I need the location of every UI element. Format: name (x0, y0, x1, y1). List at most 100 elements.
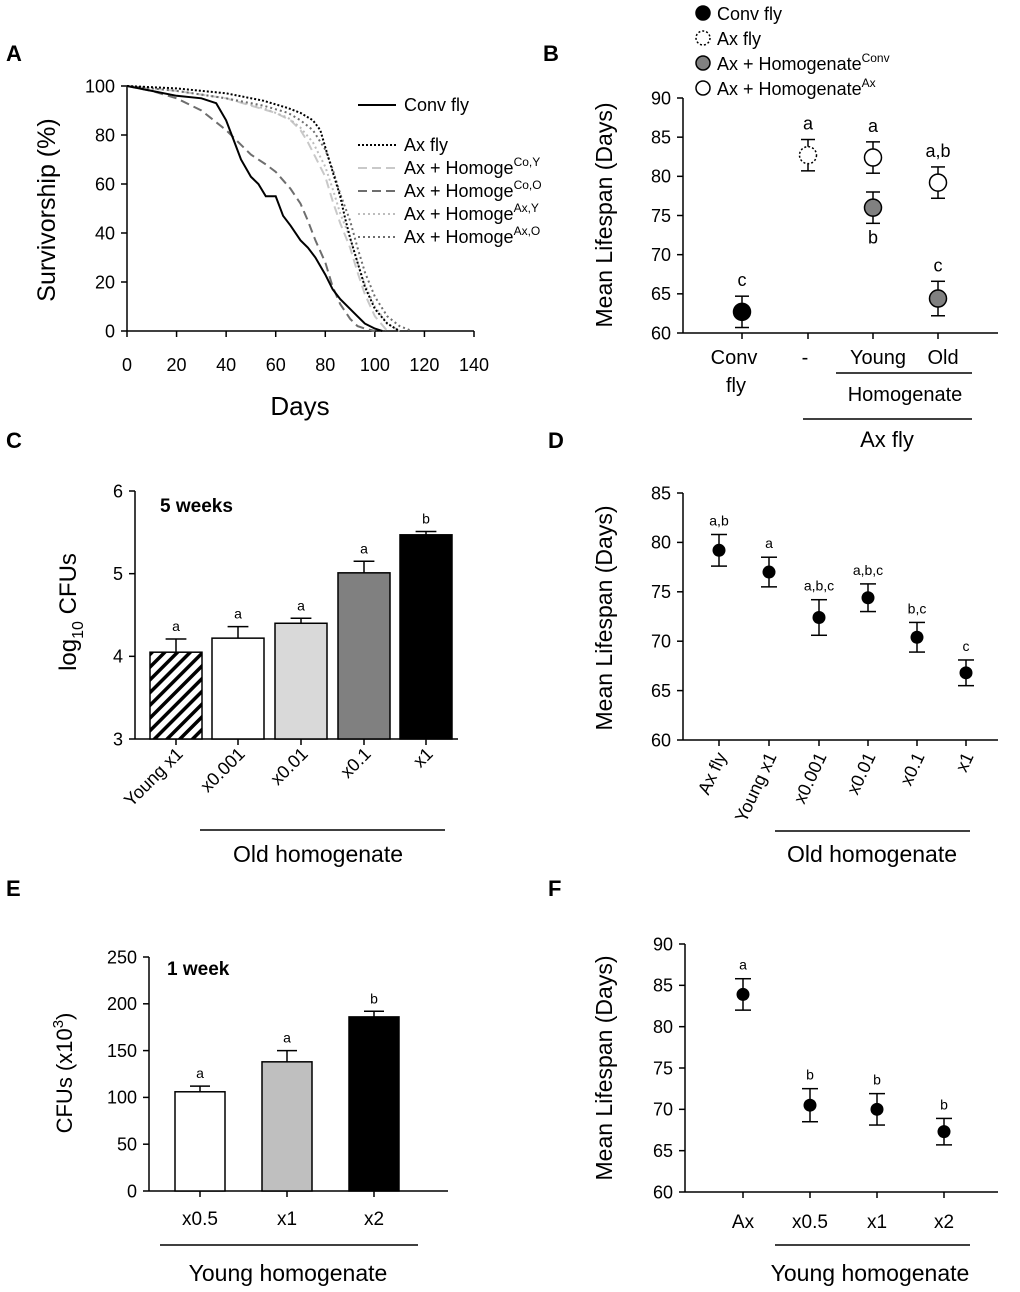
panel-c-significance-letter: a (297, 597, 305, 613)
panel-b-significance-letter: c (738, 270, 747, 290)
panel-f-y-tick-label: 70 (653, 1100, 673, 1120)
panel-d-x-tick-label: Young x1 (731, 749, 781, 825)
panel-letter-a: A (6, 41, 22, 66)
panel-a-x-tick-label: 40 (216, 355, 236, 375)
panel-d-point (762, 565, 776, 579)
panel-e-y-tick-label: 250 (107, 947, 137, 967)
panel-b-y-tick-label: 70 (651, 245, 671, 265)
panel-a-series-line (126, 85, 401, 332)
panel-c-significance-letter: a (360, 540, 368, 556)
panel-e-y-tick-label: 150 (107, 1041, 137, 1061)
panel-d-y-tick-label: 75 (651, 582, 671, 602)
panel-e-x-tick-label: x2 (364, 1209, 384, 1230)
panel-b-points: c a a b a,b c (732, 114, 951, 329)
panel-e-bar (174, 1091, 226, 1192)
panel-d-x-tick-label: x0.001 (790, 749, 831, 806)
panel-f-y-tick-label: 60 (653, 1182, 673, 1202)
panel-d-significance-letter: c (963, 638, 970, 654)
panel-b-xlabel-fly: fly (726, 375, 746, 397)
panel-d-y-label: Mean Lifespan (Days) (591, 506, 617, 731)
panel-a-y-tick-label: 60 (95, 174, 115, 194)
panel-b-legend-label: Ax + HomogenateAx (717, 76, 876, 99)
panel-f-lifespan-chart: 60 65 70 75 80 85 90 a Ax b x0.5 b x1 b x2 Mean Lifes… (591, 934, 998, 1286)
panel-a-x-tick-label: 0 (122, 355, 132, 375)
panel-a-x-tick-label: 120 (409, 355, 439, 375)
panel-b-xlabel-dash: - (802, 347, 809, 369)
panel-f-x-tick-label: Ax (732, 1212, 755, 1233)
panel-b-significance-letter: a (868, 116, 879, 136)
panel-b-y-tick-label: 75 (651, 206, 671, 226)
panel-d-x-tick-label: Ax fly (694, 749, 731, 797)
panel-d-point (959, 666, 973, 680)
panel-b-point (798, 145, 818, 165)
panel-a-legend-label: Ax + HomogeCo,O (404, 178, 542, 201)
panel-a-series-line (126, 85, 401, 332)
panel-d-y-ticks: 60 65 70 75 80 85 (651, 483, 683, 750)
panel-d-point (910, 630, 924, 644)
panel-a-x-tick-label: 140 (459, 355, 489, 375)
panel-d-significance-letter: a,b,c (853, 562, 883, 578)
panel-b-y-tick-label: 80 (651, 167, 671, 187)
panel-c-bars: a Young x1 a x0.001 a x0.01 a x0.1 b x1 (120, 511, 453, 810)
panel-f-significance-letter: b (940, 1096, 948, 1112)
panel-letters: A B C D E F (6, 41, 564, 901)
panel-b-y-ticks: 60 65 70 75 80 85 90 (651, 88, 683, 343)
panel-e-y-ticks: 0 50 100 150 200 250 (107, 947, 149, 1201)
panel-a-y-tick-label: 0 (105, 321, 115, 341)
panel-b-legend-marker (695, 80, 711, 96)
panel-b-point (863, 148, 883, 167)
panel-d-lifespan-chart: 60 65 70 75 80 85 a,b Ax fly a Young x1 a,b,c x0.0… (591, 483, 998, 867)
panel-d-group-label: Old homogenate (787, 841, 957, 867)
panel-a-legend-label: Ax fly (404, 135, 448, 155)
panel-f-significance-letter: b (873, 1072, 881, 1088)
panel-a-x-label: Days (270, 391, 329, 421)
panel-c-bar (274, 622, 328, 740)
panel-b-xlabel-old: Old (927, 347, 958, 369)
panel-d-y-tick-label: 60 (651, 730, 671, 750)
panel-f-y-label: Mean Lifespan (Days) (591, 956, 617, 1181)
panel-a-series-line (126, 85, 383, 332)
panel-a-series-line (126, 85, 413, 332)
panel-b-significance-letter: a (803, 114, 814, 134)
panel-f-x-tick-label: x1 (867, 1212, 887, 1233)
panel-a-x-tick-label: 100 (360, 355, 390, 375)
panel-b-legend-marker (695, 5, 711, 21)
panel-f-significance-letter: a (739, 957, 747, 973)
panel-c-cfu-bar-chart: 3 4 5 6 a Young x1 a x0.001 a x0.01 a x0.1 b x1 5 we… (55, 481, 458, 867)
panel-d-y-tick-label: 65 (651, 681, 671, 701)
panel-d-point (712, 543, 726, 557)
panel-b-point (928, 289, 948, 308)
panel-a-x-tick-label: 80 (315, 355, 335, 375)
panel-a-survival-chart: 0 20 40 60 80 100 0 20 40 60 80 100 120 140 Days Sur… (33, 76, 542, 421)
panel-c-group-label: Old homogenate (233, 841, 403, 867)
panel-a-legend-label: Ax + HomogeCo,Y (404, 155, 540, 178)
panel-f-point (736, 987, 750, 1001)
panel-c-x-tick-label: x0.01 (267, 744, 312, 789)
panel-e-y-tick-label: 200 (107, 994, 137, 1014)
panel-a-legend-label: Ax + HomogeAx,Y (404, 201, 539, 224)
panel-d-significance-letter: b,c (908, 600, 927, 616)
panel-b-legend-marker (695, 30, 711, 46)
panel-e-significance-letter: a (283, 1030, 291, 1046)
panel-e-bars: a x0.5 a x1 b x2 (174, 990, 400, 1230)
panel-b-y-tick-label: 85 (651, 127, 671, 147)
panel-c-significance-letter: a (234, 606, 242, 622)
panel-d-y-tick-label: 80 (651, 533, 671, 553)
panel-c-x-tick-label: x0.1 (337, 744, 375, 782)
panel-c-annotation: 5 weeks (160, 496, 233, 517)
panel-e-y-label: CFUs (x103) (50, 1013, 77, 1134)
panel-f-point (803, 1098, 817, 1112)
panel-f-y-tick-label: 65 (653, 1141, 673, 1161)
panel-c-bar (337, 572, 391, 740)
panel-c-bar (211, 637, 265, 740)
panel-a-x-ticks: 0 20 40 60 80 100 120 140 (122, 331, 489, 375)
panel-d-y-tick-label: 85 (651, 483, 671, 503)
panel-a-legend-label: Ax + HomogeAx,O (404, 224, 540, 247)
panel-a-series-lines (126, 85, 413, 332)
panel-d-significance-letter: a (765, 535, 773, 551)
panel-f-point (870, 1102, 884, 1116)
panel-a-x-tick-label: 20 (167, 355, 187, 375)
panel-c-y-label: log10 CFUs (55, 553, 87, 671)
